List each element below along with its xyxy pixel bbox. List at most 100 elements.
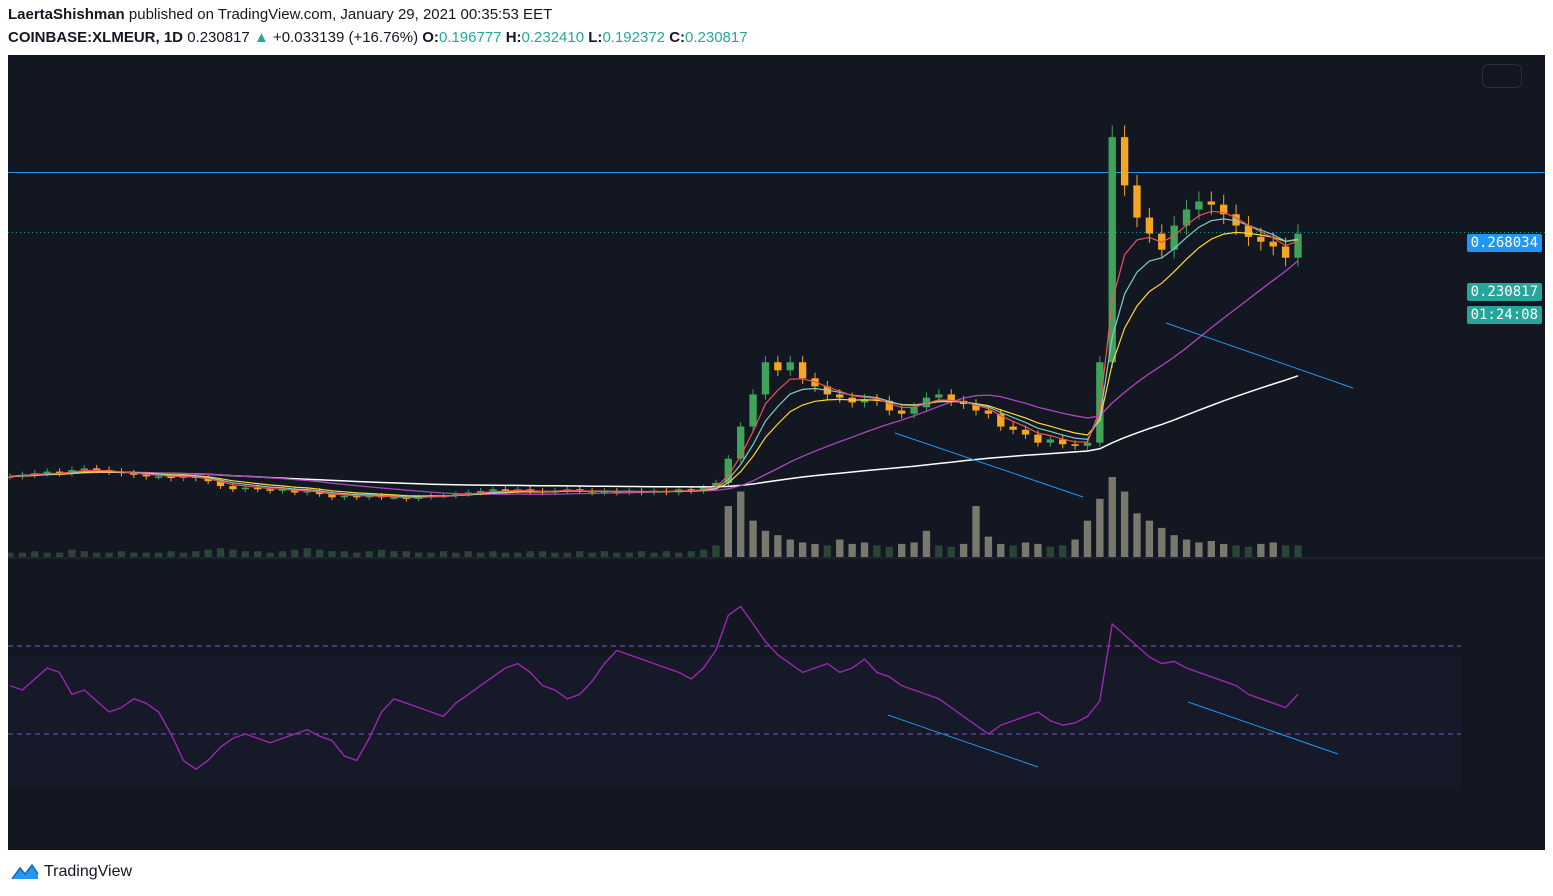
volume-bar [749,520,757,557]
candle-body [390,497,398,499]
chart-panel[interactable]: 0.268034 0.230817 01:24:08 [8,55,1545,850]
candle-body [1232,214,1240,226]
volume-bar [576,551,584,557]
volume-bar [229,549,237,557]
last-price: 0.230817 [187,29,250,46]
fullscreen-button[interactable] [1482,64,1522,88]
volume-bar [216,548,225,557]
candle-body [1096,362,1104,443]
volume-bar [489,551,497,557]
ema-mid-line [9,218,1299,498]
candle-body [415,497,423,499]
rsi-line [9,605,1299,771]
candle-body [836,394,844,398]
volume-bar [699,549,708,557]
volume-bar [1096,498,1104,557]
candle-body [972,404,980,411]
candle-body [786,362,794,371]
volume-bar [898,543,906,557]
candle-body [1145,217,1154,234]
volume-bar [8,552,14,557]
volume-bar [737,491,745,557]
candle-body [749,394,757,427]
volume-bar [538,551,547,557]
candle-body [1220,204,1228,215]
candle-body [1257,236,1265,242]
volume-bar [1021,542,1030,557]
volume-bar [80,551,88,557]
volume-bar [600,551,609,557]
volume-bar [328,551,336,557]
volume-bar [1158,527,1166,557]
volume-bar [947,546,955,557]
volume-bar [377,549,386,557]
candle-body [328,494,336,498]
volume-bar [1059,545,1067,557]
candle-body [43,471,51,474]
rsi-trendline [1187,701,1339,755]
volume-bar [402,551,410,557]
candle-body [55,471,64,474]
candle-body [501,489,510,491]
candle-body [997,413,1005,427]
rsi-trendline [887,714,1039,768]
volume-bar [1009,545,1017,557]
candle-body [1294,233,1302,258]
volume-bar [1034,543,1042,557]
volume-bar [1220,543,1228,557]
candle-body [1269,241,1277,247]
volume-bar [1182,539,1191,557]
candle-body [860,399,869,403]
candle-body [724,458,732,483]
candle-body [761,362,770,395]
chart-canvas[interactable] [8,55,1545,850]
up-arrow-icon: ▲ [253,29,269,46]
candle-body [241,487,249,490]
volume-bar [1232,545,1240,557]
footer-brand: TradingView [44,863,133,880]
volume-bar [848,543,856,557]
candle-body [774,362,782,371]
candle-body [712,482,720,488]
rsi-band [8,655,1461,789]
price-change: +0.033139 (+16.76%) [272,29,419,46]
volume-bar [922,530,931,557]
volume-bar [997,543,1005,557]
candle-body [254,487,262,490]
candle-body [1182,209,1191,226]
candle-body [340,495,349,498]
volume-bar [675,552,683,557]
symbol-label[interactable]: COINBASE:XLMEUR, 1D [8,29,184,46]
candle-body [898,410,906,414]
candle-body [204,478,212,482]
candle-body [1108,137,1116,363]
volume-bar [204,549,212,557]
published-text: published on TradingView.com, January 29… [128,6,553,23]
volume-bar [1281,545,1290,557]
volume-bar [712,545,720,557]
candle-body [142,474,150,477]
volume-bar [1108,477,1116,557]
volume-bar [625,552,633,557]
close-label: C: [669,29,686,46]
author-name[interactable]: LaertaShishman [8,6,125,23]
volume-bar [687,551,695,557]
volume-bar [1145,520,1154,557]
candle-body [303,490,311,493]
candle-body [266,489,274,491]
volume-bar [910,542,918,557]
volume-bar [452,552,460,557]
last-price-label: 0.230817 [1466,283,1542,301]
volume-bar [811,543,819,557]
volume-bar [291,549,299,557]
volume-bar [192,551,200,557]
publish-line: LaertaShishman published on TradingView.… [8,6,552,23]
candle-body [365,495,373,498]
tradingview-logo-icon [11,863,39,880]
candle-body [922,397,931,408]
volume-bar [390,551,398,557]
candle-body [489,489,497,491]
tradingview-branding[interactable]: TradingView [10,862,132,882]
candle-body [1021,429,1030,435]
candle-body [476,490,485,493]
